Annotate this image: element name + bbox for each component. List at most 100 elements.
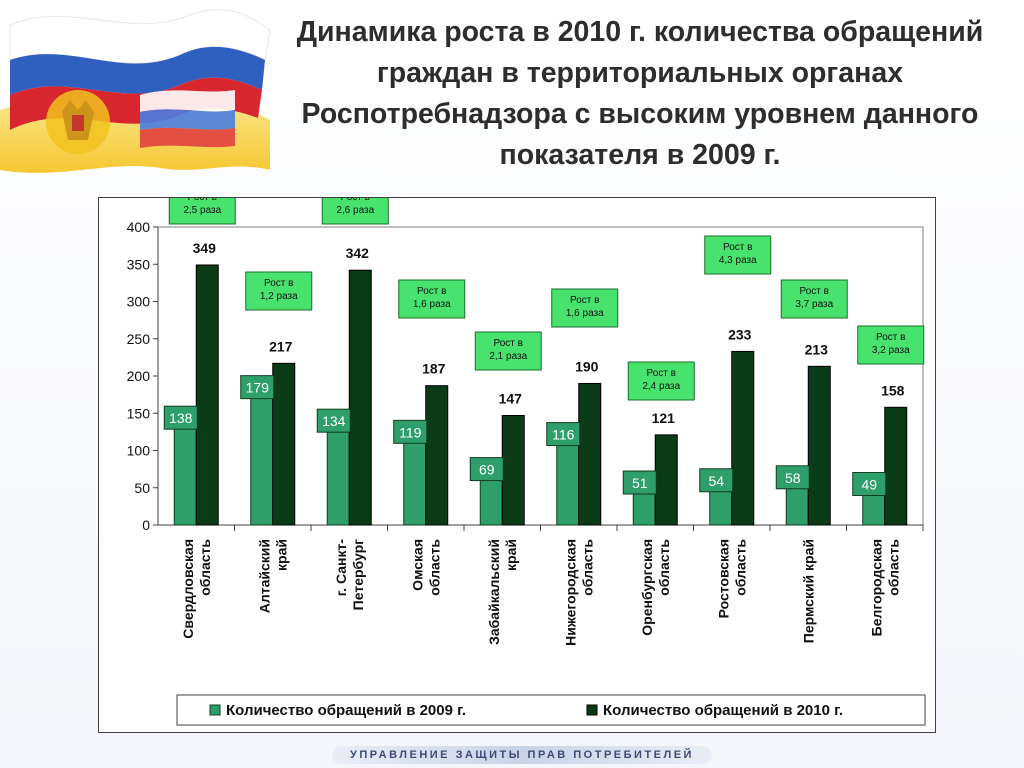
category-label: область	[656, 539, 672, 596]
bar-2009	[173, 421, 197, 526]
category-label: г. Санкт-	[333, 539, 349, 597]
legend-label-2009: Количество обращений в 2009 г.	[226, 702, 466, 719]
category-label: Белгородская	[868, 539, 884, 636]
growth-callout	[474, 331, 542, 371]
growth-callout	[245, 271, 313, 311]
bar-2009	[479, 473, 503, 526]
data-label-2010: 342	[346, 245, 370, 261]
category-label: край	[273, 539, 289, 571]
bar-2010	[578, 382, 602, 526]
bar-2009	[250, 391, 274, 526]
growth-callout	[551, 288, 619, 328]
data-label-2010: 187	[422, 361, 446, 377]
label-box-2009	[163, 405, 198, 430]
y-tick-label: 300	[127, 294, 151, 310]
category-label: область	[885, 539, 901, 596]
growth-callout-text: 1,2 раза	[260, 291, 298, 302]
data-label-2010: 233	[728, 326, 752, 342]
label-box-2009	[469, 457, 504, 482]
y-tick-label: 50	[134, 480, 150, 496]
growth-callout-text: Рост в	[723, 242, 752, 253]
category-label: область	[579, 539, 595, 596]
category-label: Петербург	[350, 539, 366, 610]
growth-callout	[857, 325, 925, 365]
bar-2010	[654, 434, 678, 526]
category-label: область	[197, 539, 213, 596]
bar-2010	[501, 414, 525, 526]
legend-swatch-2009	[209, 704, 221, 716]
label-box-2009	[546, 422, 581, 447]
data-label-2010: 158	[881, 382, 905, 398]
label-box-2009	[316, 408, 351, 433]
growth-callout-text: Рост в	[494, 338, 523, 349]
y-tick-label: 150	[127, 405, 151, 421]
category-label: область	[732, 539, 748, 596]
label-box-2009	[852, 471, 887, 496]
bar-2009	[326, 424, 350, 526]
growth-callout	[704, 235, 772, 275]
growth-callout-text: 2,1 раза	[489, 351, 527, 362]
category-label: Нижегородская	[562, 539, 578, 646]
growth-callout-text: 3,7 раза	[795, 299, 833, 310]
category-label: Свердловская	[180, 539, 196, 639]
y-tick-label: 350	[127, 256, 151, 272]
bar-2010	[195, 264, 219, 526]
data-label-2009: 138	[169, 410, 193, 426]
data-label-2009: 116	[552, 427, 575, 443]
data-label-2009: 69	[479, 462, 495, 478]
growth-callout-text: Рост в	[341, 198, 370, 203]
data-label-2010: 349	[193, 240, 217, 256]
growth-callout-text: Рост в	[188, 198, 217, 203]
label-box-2009	[240, 375, 275, 400]
growth-callout-text: 2,5 раза	[183, 205, 221, 216]
growth-callout-text: Рост в	[876, 332, 905, 343]
growth-callout	[627, 361, 695, 401]
growth-callout-text: Рост в	[800, 286, 829, 297]
growth-callout-text: 1,6 раза	[413, 299, 451, 310]
bar-2010	[731, 350, 755, 526]
data-label-2009: 179	[246, 380, 270, 396]
growth-callout-text: Рост в	[417, 286, 446, 297]
data-label-2009: 54	[708, 473, 724, 489]
chart-frame: 0 50 100 150 200 250 300 350 400 138 349 Рост в 2,5 …	[98, 185, 936, 733]
legend-label-2010: Количество обращений в 2010 г.	[603, 702, 843, 719]
footer-banner: УПРАВЛЕНИЕ ЗАЩИТЫ ПРАВ ПОТРЕБИТЕЛЕЙ	[332, 746, 712, 764]
category-label: Оренбургская	[639, 539, 655, 636]
category-label: Ростовская	[715, 539, 731, 618]
growth-callout-text: Рост в	[264, 278, 293, 289]
legend-box	[176, 694, 926, 726]
bar-2009	[403, 435, 427, 526]
y-tick-label: 250	[127, 331, 151, 347]
slide-title: Динамика роста в 2010 г. количества обра…	[296, 16, 984, 171]
data-label-2009: 58	[785, 470, 801, 486]
category-label: Алтайский	[256, 539, 272, 613]
data-label-2010: 190	[575, 358, 599, 374]
growth-callout-text: 2,4 раза	[642, 381, 680, 392]
data-label-2010: 121	[652, 410, 676, 426]
label-box-2009	[699, 468, 734, 493]
growth-callout-text: Рост в	[570, 295, 599, 306]
bar-2009	[556, 438, 580, 526]
data-label-2010: 147	[499, 390, 523, 406]
bar-2010	[272, 362, 296, 526]
data-label-2009: 51	[632, 475, 648, 491]
data-label-2009: 49	[861, 476, 877, 492]
growth-callout-text: 1,6 раза	[566, 308, 604, 319]
growth-callout-text: 2,6 раза	[336, 205, 374, 216]
category-label: область	[426, 539, 442, 596]
category-label: Забайкальский	[486, 539, 502, 645]
label-box-2009	[393, 419, 428, 444]
label-box-2009	[775, 465, 810, 490]
bar-2010	[884, 406, 908, 526]
data-label-2010: 213	[805, 341, 829, 357]
bar-2010	[348, 269, 372, 526]
y-tick-label: 100	[127, 443, 151, 459]
label-box-2009	[622, 470, 657, 495]
category-label: Омская	[409, 539, 425, 591]
data-label-2009: 119	[399, 424, 422, 440]
russian-flag-logo	[0, 9, 271, 173]
bar-2010	[425, 385, 449, 526]
y-tick-label: 200	[127, 368, 151, 384]
growth-callout-text: 4,3 раза	[719, 255, 757, 266]
growth-callout	[398, 279, 466, 319]
